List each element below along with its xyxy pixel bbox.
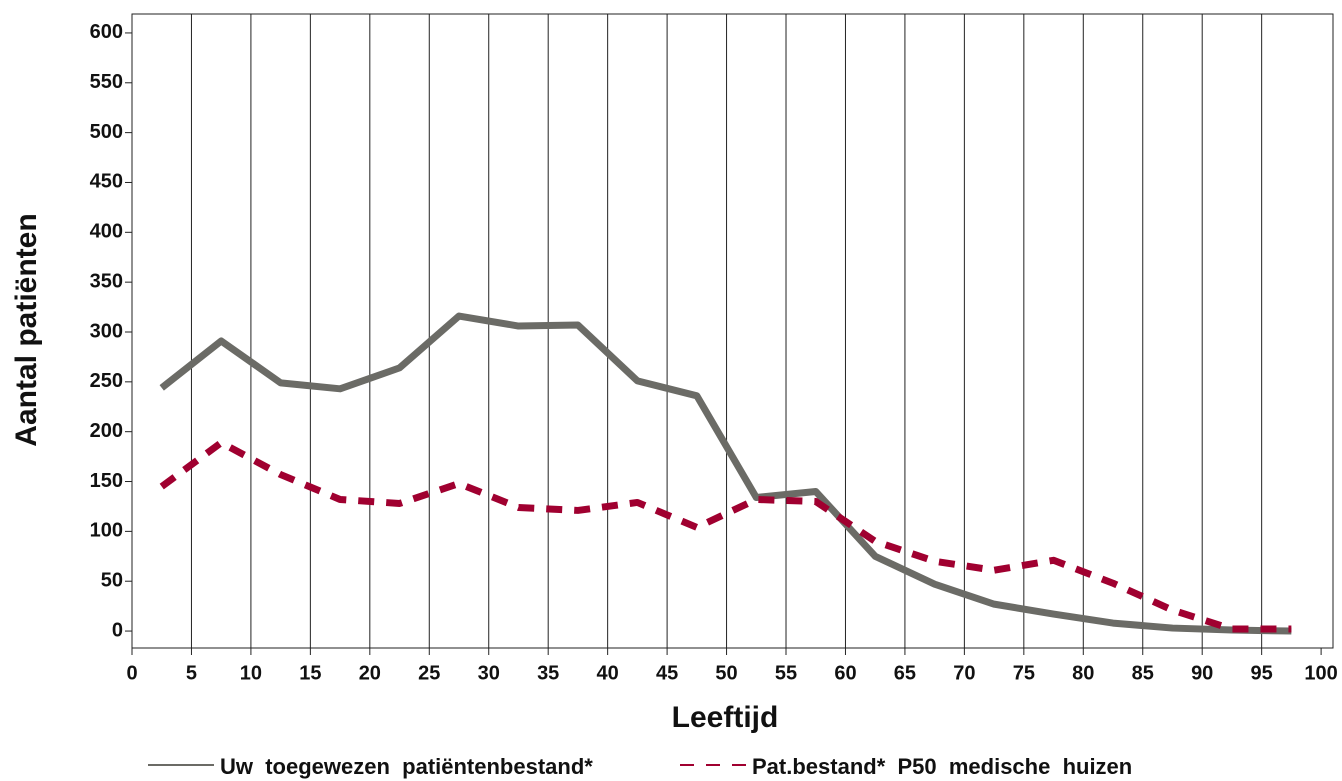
x-tick-label: 30 bbox=[478, 662, 500, 684]
y-tick-label: 500 bbox=[90, 121, 123, 143]
y-tick-label: 450 bbox=[90, 171, 123, 193]
series-line bbox=[159, 439, 1292, 633]
y-tick-label: 200 bbox=[90, 420, 123, 442]
x-tick-label: 90 bbox=[1191, 662, 1213, 684]
x-tick-label: 80 bbox=[1072, 662, 1094, 684]
series-line bbox=[159, 312, 1292, 635]
x-tick-label: 5 bbox=[186, 662, 197, 684]
y-tick-label: 300 bbox=[90, 320, 123, 342]
x-tick-label: 70 bbox=[953, 662, 975, 684]
x-tick-label: 10 bbox=[240, 662, 262, 684]
x-tick-label: 35 bbox=[537, 662, 559, 684]
x-tick-label: 0 bbox=[126, 662, 137, 684]
x-tick-label: 85 bbox=[1132, 662, 1154, 684]
y-tick-label: 250 bbox=[90, 370, 123, 392]
x-tick-label: 95 bbox=[1251, 662, 1273, 684]
x-axis-label: Leeftijd bbox=[672, 701, 779, 734]
y-tick-label: 400 bbox=[90, 221, 123, 243]
y-tick-label: 350 bbox=[90, 270, 123, 292]
y-tick-label: 550 bbox=[90, 71, 123, 93]
y-tick-label: 100 bbox=[90, 520, 123, 542]
y-tick-label: 0 bbox=[112, 619, 123, 641]
y-tick-label: 600 bbox=[90, 21, 123, 43]
x-tick-label: 15 bbox=[299, 662, 321, 684]
x-tick-label: 100 bbox=[1304, 662, 1337, 684]
y-tick-label: 50 bbox=[101, 569, 123, 591]
x-tick-label: 65 bbox=[894, 662, 916, 684]
x-tick-label: 50 bbox=[715, 662, 737, 684]
y-tick-label: 150 bbox=[90, 470, 123, 492]
x-tick-label: 75 bbox=[1013, 662, 1035, 684]
y-axis-label: Aantal patiënten bbox=[10, 213, 43, 446]
x-tick-label: 20 bbox=[359, 662, 381, 684]
x-tick-label: 60 bbox=[834, 662, 856, 684]
plot-frame bbox=[131, 13, 1334, 649]
legend-label: Uw toegewezen patiëntenbestand* bbox=[220, 754, 593, 779]
x-tick-label: 55 bbox=[775, 662, 797, 684]
x-tick-label: 25 bbox=[418, 662, 440, 684]
x-tick-label: 40 bbox=[597, 662, 619, 684]
legend-label: Pat.bestand* P50 medische huizen bbox=[752, 754, 1132, 779]
x-tick-label: 45 bbox=[656, 662, 678, 684]
